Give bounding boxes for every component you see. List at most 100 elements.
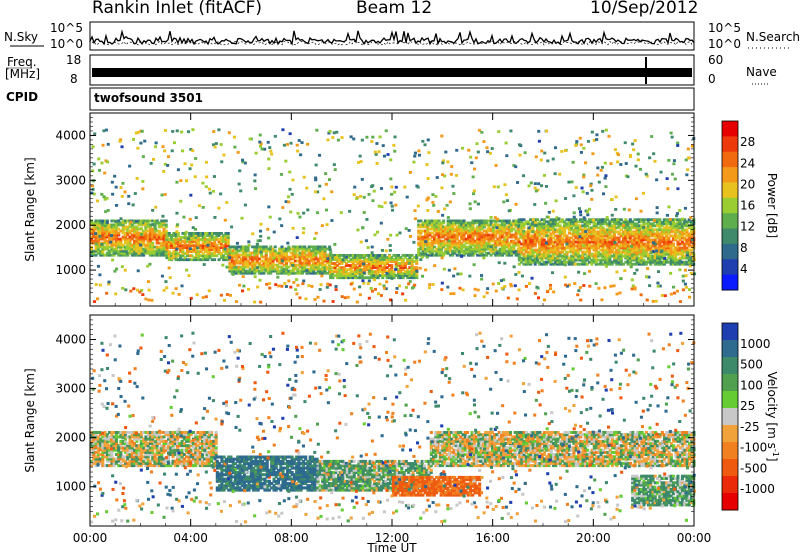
panel1-cell [640, 238, 644, 242]
panel1-cell [572, 252, 576, 256]
panel1-cell [668, 218, 672, 221]
panel1-cell [491, 231, 495, 235]
panel1-cell [680, 230, 684, 234]
panel1-cell [542, 228, 546, 232]
panel1-cell [606, 238, 610, 242]
panel1-cell [356, 266, 360, 270]
panel1-cell [335, 270, 339, 274]
panel1-cell [601, 258, 605, 262]
panel1-cell [157, 229, 161, 233]
panel1-cell [656, 224, 660, 228]
panel1-cell [667, 250, 671, 254]
panel1-cell [426, 245, 430, 249]
panel1-cell [585, 244, 589, 248]
panel1-cell [569, 258, 573, 262]
panel1-cell [563, 263, 567, 267]
panel1-cell [635, 260, 639, 264]
panel1-cell [480, 245, 484, 249]
panel1-cell [96, 241, 100, 245]
panel1-cell [139, 141, 143, 145]
panel1-cell [144, 231, 148, 235]
panel1-cell [146, 241, 150, 245]
panel1-cell [94, 245, 98, 249]
panel1-cell [529, 260, 533, 264]
panel1-cell [361, 279, 365, 283]
panel1-cell [100, 192, 104, 196]
panel1-cell [590, 238, 594, 242]
panel1-cell [610, 242, 614, 246]
panel1-cell [111, 192, 115, 196]
panel1-cell [213, 236, 217, 239]
panel1-cell [613, 148, 617, 152]
panel1-cell [462, 237, 466, 241]
panel1-cell [303, 265, 307, 269]
panel1-cell [628, 252, 632, 256]
panel1-cell [174, 254, 178, 258]
panel1-cell [476, 229, 480, 233]
panel1-cell [556, 246, 560, 250]
panel1-cell [615, 256, 619, 260]
panel1-cell [569, 226, 573, 230]
panel1-cell [356, 228, 360, 232]
panel1-cell [667, 205, 671, 209]
panel1-cell [658, 240, 662, 244]
nsearch-trace [89, 40, 695, 46]
panel1-cell [190, 248, 194, 252]
panel1-cell [451, 251, 455, 255]
panel1-cell [276, 251, 280, 255]
panel1-cell [644, 260, 648, 264]
panel1-cell [310, 245, 314, 249]
panel1-cell [117, 223, 121, 227]
panel1-cell [658, 254, 662, 258]
panel1-cell [482, 229, 486, 233]
panel1-cell [585, 246, 589, 250]
panel1-cell [307, 247, 311, 251]
panel1-cell [255, 261, 259, 265]
panel1-cell [110, 247, 114, 251]
panel1-cell [144, 227, 148, 231]
panel1-cell [173, 141, 177, 145]
panel1-cell [344, 255, 348, 259]
panel1-cell [426, 249, 430, 253]
panel1-cell [285, 251, 289, 255]
panel1-cell [301, 231, 305, 235]
panel1-cell [358, 264, 362, 267]
panel1-cell [316, 249, 320, 253]
panel1-cell [522, 248, 526, 252]
panel1-cell [103, 171, 107, 175]
panel1-cell [444, 233, 448, 237]
panel1-cell [489, 253, 493, 257]
panel1-cell [307, 245, 311, 249]
panel1-cell [646, 242, 650, 246]
panel1-cell [529, 234, 533, 238]
panel1-cell [191, 149, 195, 153]
panel1-cell [105, 231, 109, 235]
panel1-cell [424, 231, 428, 235]
panel1-cell [642, 234, 646, 238]
panel1-cell [495, 251, 499, 255]
panel1-cell [188, 217, 192, 221]
panel1-cell [635, 262, 639, 266]
panel1-cell [653, 238, 657, 242]
panel1-cell [628, 258, 632, 262]
panel1-cell [613, 242, 617, 246]
panel1-cell [574, 226, 578, 230]
panel1-cell [289, 210, 293, 214]
panel1-cell [428, 251, 432, 255]
panel1-cell [488, 151, 492, 155]
panel1-cell [231, 272, 235, 276]
panel1-cell [583, 226, 587, 230]
panel1-cell [594, 230, 598, 234]
panel1-cell [597, 244, 601, 248]
panel1-cell [419, 231, 423, 235]
panel1-cell [403, 254, 407, 257]
panel1-cell [280, 271, 284, 275]
panel1-cell [662, 218, 666, 222]
panel1-cell [644, 222, 648, 226]
panel1-cell [128, 164, 132, 168]
panel1-cell [556, 260, 560, 264]
panel1-cell [406, 268, 410, 272]
panel1-cell [92, 235, 96, 239]
panel1-cell [637, 248, 641, 252]
panel1-cell [180, 284, 184, 288]
